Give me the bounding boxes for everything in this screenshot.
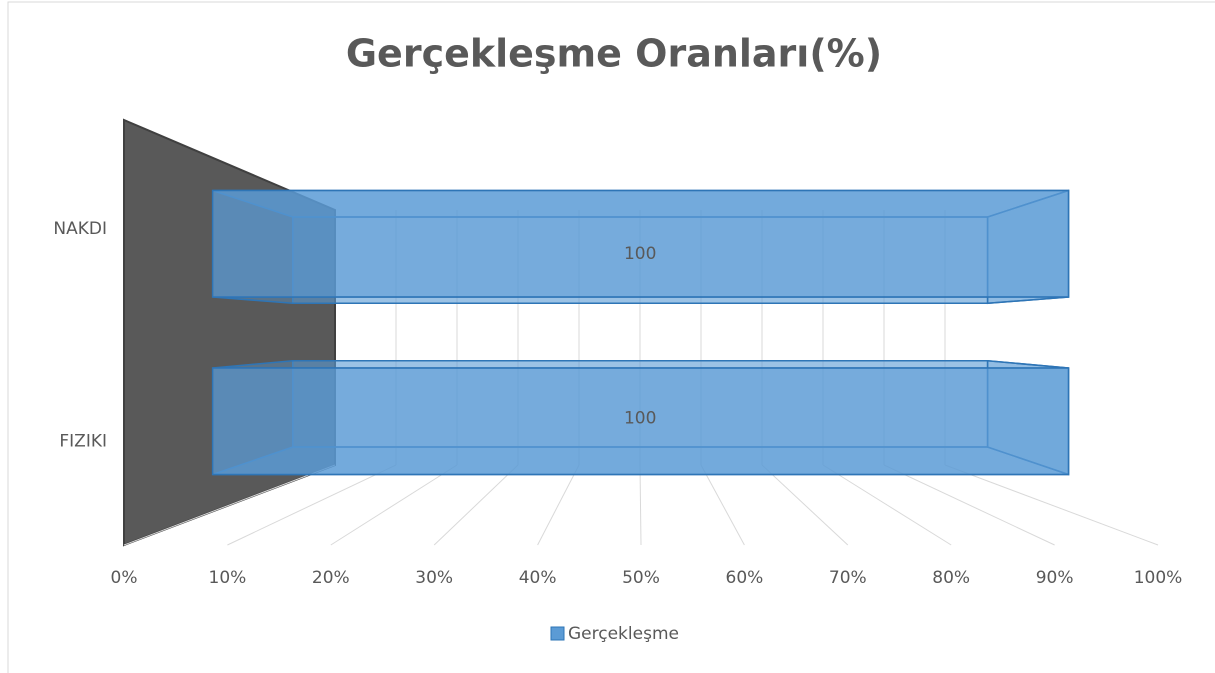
floor-grid-line: [883, 464, 1055, 546]
floor-grid-line: [227, 464, 397, 546]
x-tick-label: 100%: [1134, 568, 1183, 588]
floor-grid-line: [123, 464, 336, 546]
floor-grid-line: [433, 464, 519, 546]
legend-label: Gerçekleşme: [568, 624, 679, 644]
chart-border: [7, 1, 1215, 673]
floor-grid-line: [944, 464, 1159, 546]
bar-face: [212, 296, 1069, 305]
x-tick-label: 10%: [209, 568, 247, 588]
bar-face: [211, 367, 1070, 476]
data-label: 100: [624, 408, 656, 428]
data-label: 100: [624, 244, 656, 264]
category-label: FIZIKI: [59, 431, 107, 451]
floor-grid-line: [700, 464, 745, 546]
x-tick-label: 70%: [829, 568, 867, 588]
x-tick-label: 0%: [111, 568, 138, 588]
x-tick-label: 30%: [415, 568, 453, 588]
bar-face: [211, 189, 1070, 298]
category-label: NAKDI: [53, 219, 107, 239]
bar: [211, 189, 1070, 305]
floor-grid-line: [330, 464, 458, 546]
x-tick-label: 40%: [519, 568, 557, 588]
x-tick-label: 80%: [932, 568, 970, 588]
floor-grid-line: [822, 464, 952, 546]
x-tick-label: 60%: [726, 568, 764, 588]
legend-swatch: [550, 626, 565, 641]
floor-grid-line: [761, 464, 849, 546]
x-tick-label: 20%: [312, 568, 350, 588]
x-tick-label: 50%: [622, 568, 660, 588]
floor-grid-line: [639, 464, 642, 546]
x-tick-label: 90%: [1036, 568, 1074, 588]
floor-grid-line: [537, 464, 580, 546]
bar: [211, 359, 1070, 476]
chart-title: Gerçekleşme Oranları(%): [346, 32, 882, 76]
bar-face: [212, 360, 1069, 369]
